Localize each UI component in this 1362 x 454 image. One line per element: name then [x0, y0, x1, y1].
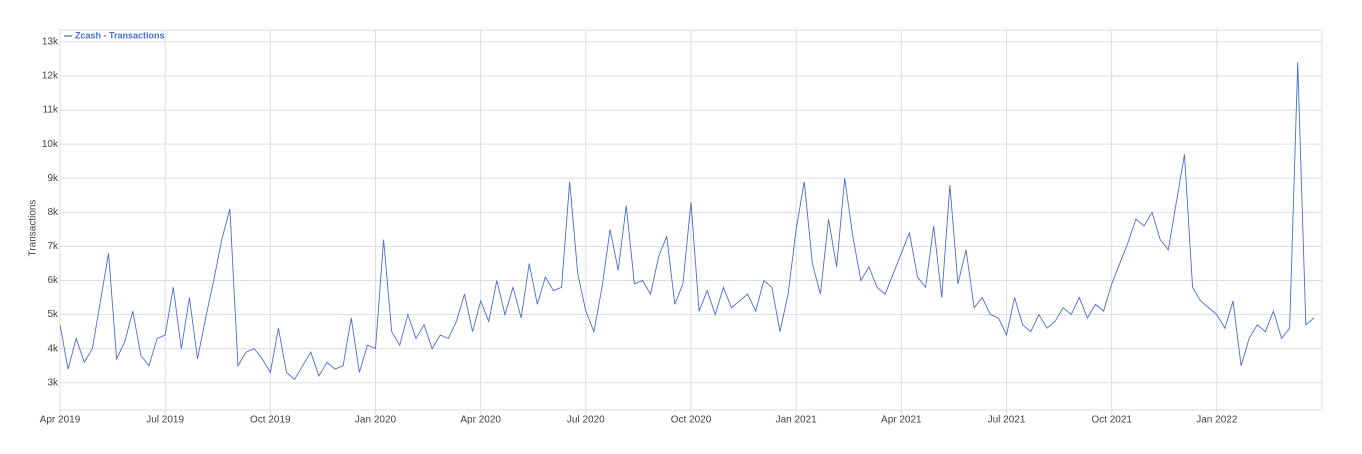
y-tick-label: 13k [42, 37, 59, 48]
x-tick-label: Oct 2019 [250, 415, 291, 426]
y-tick-label: 11k [43, 105, 59, 116]
x-tick-label: Jul 2021 [988, 415, 1026, 426]
y-tick-label: 3k [47, 377, 59, 388]
x-tick-label: Apr 2020 [460, 415, 501, 426]
x-tick-label: Oct 2021 [1091, 415, 1132, 426]
y-tick-label: 6k [47, 275, 59, 286]
x-tick-label: Apr 2019 [40, 415, 81, 426]
x-tick-label: Jul 2020 [567, 415, 605, 426]
y-tick-label: 7k [47, 241, 59, 252]
x-tick-label: Apr 2021 [881, 415, 922, 426]
y-tick-label: 10k [42, 139, 59, 150]
legend-label: Zcash - Transactions [75, 30, 165, 40]
y-tick-label: 9k [47, 173, 59, 184]
x-tick-label: Oct 2020 [671, 415, 712, 426]
x-tick-label: Jul 2019 [146, 415, 184, 426]
y-tick-label: 8k [47, 207, 59, 218]
y-tick-label: 12k [42, 71, 59, 82]
y-tick-label: 4k [47, 343, 59, 354]
x-tick-label: Jan 2021 [776, 415, 818, 426]
y-tick-label: 5k [47, 309, 59, 320]
x-tick-label: Jan 2020 [355, 415, 397, 426]
x-tick-label: Jan 2022 [1196, 415, 1238, 426]
data-line [59, 62, 1315, 381]
y-axis-label: Transactions [28, 200, 39, 257]
